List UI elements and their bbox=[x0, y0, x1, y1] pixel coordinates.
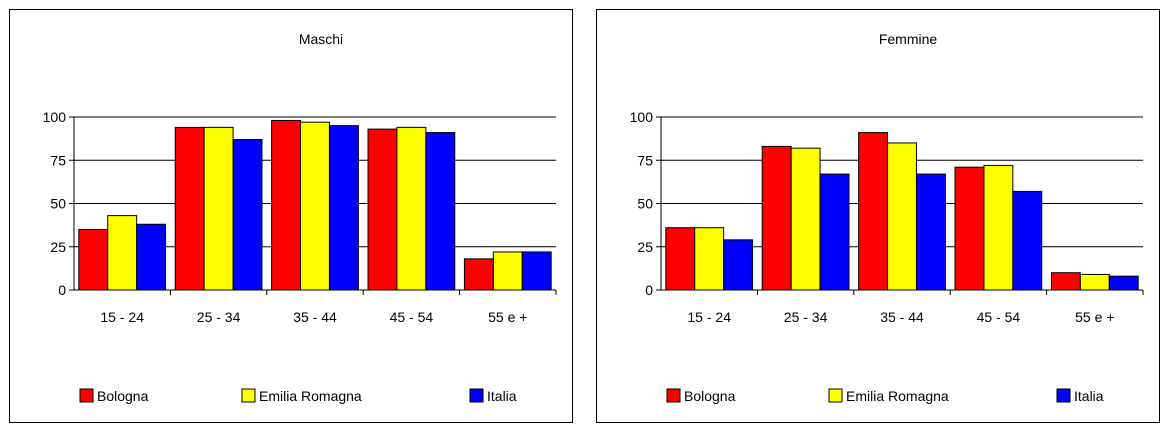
bar-emilia-romagna bbox=[887, 142, 917, 291]
chart-panel-maschi: Maschi 0 25 50 75 100 15 - 24 25 - 34 35 - 44 45 … bbox=[9, 9, 573, 423]
legend-swatch-italia bbox=[469, 388, 484, 403]
x-tick-label: 45 - 54 bbox=[390, 309, 434, 325]
bar-bologna bbox=[1050, 272, 1081, 291]
y-tick-label: 50 bbox=[50, 196, 66, 212]
x-tick-label: 35 - 44 bbox=[293, 309, 337, 325]
bar-emilia-romagna bbox=[983, 164, 1014, 291]
bar-emilia-romagna bbox=[790, 147, 821, 291]
chart-title: Femmine bbox=[879, 31, 938, 47]
bar-emilia-romagna bbox=[396, 126, 427, 291]
chart-maschi: Maschi 0 25 50 75 100 15 - 24 25 - 34 35 - 44 45 … bbox=[43, 31, 557, 404]
bar-bologna bbox=[271, 119, 302, 291]
bar-emilia-romagna bbox=[300, 121, 330, 291]
y-tick-label: 0 bbox=[645, 282, 653, 298]
bar-emilia-romagna bbox=[107, 215, 138, 291]
legend-label: Bologna bbox=[97, 388, 149, 404]
chart-title: Maschi bbox=[299, 31, 343, 47]
legend-swatch-emilia-romagna bbox=[828, 388, 843, 403]
legend-label: Italia bbox=[1074, 388, 1104, 404]
bar-italia bbox=[328, 125, 359, 291]
x-tick-label: 15 - 24 bbox=[100, 309, 144, 325]
bar-bologna bbox=[463, 258, 494, 291]
bar-emilia-romagna bbox=[492, 251, 523, 291]
bar-emilia-romagna bbox=[203, 126, 234, 291]
legend-label: Bologna bbox=[684, 388, 736, 404]
legend-swatch-bologna bbox=[79, 388, 94, 403]
x-tick-label: 55 e + bbox=[1075, 309, 1114, 325]
bar-bologna bbox=[78, 228, 109, 291]
bar-italia bbox=[819, 173, 850, 291]
legend-label: Italia bbox=[487, 388, 517, 404]
bar-italia bbox=[915, 173, 946, 291]
bar-emilia-romagna bbox=[694, 227, 725, 291]
bar-italia bbox=[136, 223, 167, 291]
x-tick-label: 25 - 34 bbox=[197, 309, 241, 325]
y-tick-label: 0 bbox=[58, 282, 66, 298]
bar-bologna bbox=[954, 166, 985, 291]
y-tick-label: 25 bbox=[50, 239, 66, 255]
bar-emilia-romagna bbox=[1079, 273, 1110, 291]
y-tick-label: 100 bbox=[630, 109, 654, 125]
x-tick-label: 25 - 34 bbox=[784, 309, 828, 325]
legend-label: Emilia Romagna bbox=[846, 388, 949, 404]
bar-italia bbox=[521, 251, 552, 291]
x-tick-label: 35 - 44 bbox=[880, 309, 924, 325]
y-tick-label: 25 bbox=[637, 239, 653, 255]
legend-swatch-emilia-romagna bbox=[241, 388, 256, 403]
bar-italia bbox=[1108, 275, 1139, 291]
bar-italia bbox=[1012, 190, 1043, 291]
legend-swatch-bologna bbox=[666, 388, 681, 403]
bar-bologna bbox=[761, 145, 792, 291]
bar-bologna bbox=[665, 227, 696, 291]
bar-italia bbox=[723, 239, 754, 291]
bar-italia bbox=[425, 132, 456, 291]
x-tick-label: 15 - 24 bbox=[687, 309, 731, 325]
y-tick-label: 50 bbox=[637, 196, 653, 212]
bar-bologna bbox=[174, 126, 205, 291]
legend-swatch-italia bbox=[1056, 388, 1071, 403]
x-tick-label: 45 - 54 bbox=[977, 309, 1021, 325]
y-tick-label: 75 bbox=[637, 152, 653, 168]
chart-panel-femmine: Femmine 0 25 50 75 100 15 - 24 25 - 34 35 - 44 45… bbox=[596, 9, 1160, 423]
bar-bologna bbox=[858, 132, 889, 291]
bar-italia bbox=[232, 138, 263, 291]
y-tick-label: 75 bbox=[50, 152, 66, 168]
bar-bologna bbox=[367, 128, 398, 291]
chart-femmine: Femmine 0 25 50 75 100 15 - 24 25 - 34 35 - 44 45… bbox=[630, 31, 1144, 404]
x-tick-label: 55 e + bbox=[488, 309, 527, 325]
legend-label: Emilia Romagna bbox=[259, 388, 362, 404]
y-tick-label: 100 bbox=[43, 109, 67, 125]
